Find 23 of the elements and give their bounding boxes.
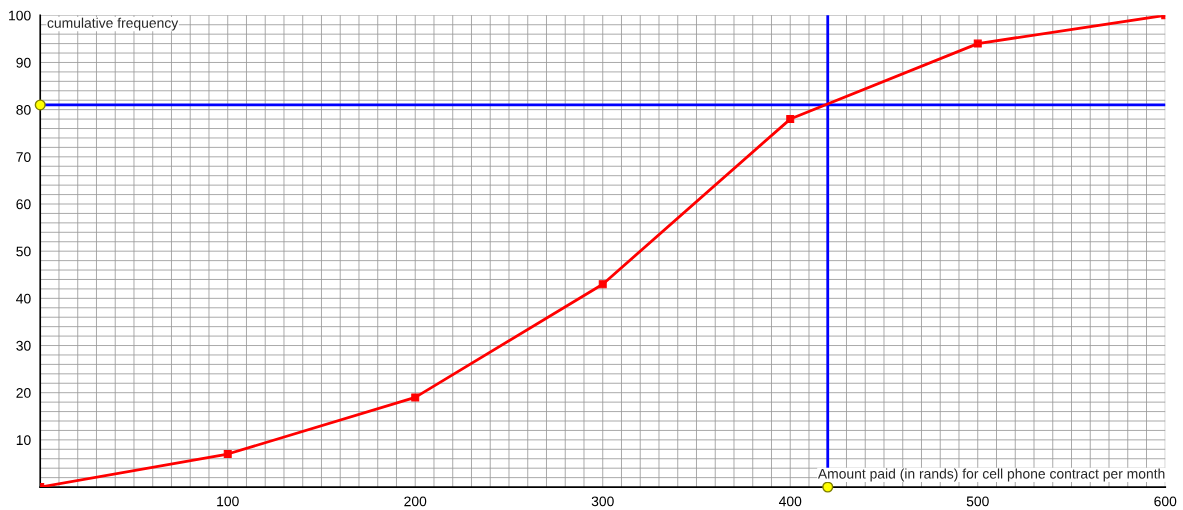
point: [411, 393, 420, 402]
x-axis-title: Amount paid (in rands) for cell phone contract per month: [817, 468, 1165, 482]
y-tick-label: 50: [16, 246, 31, 257]
y-tick-label: 100: [9, 10, 31, 21]
point: [786, 115, 795, 124]
point: [223, 450, 232, 459]
y-tick-label: 20: [16, 388, 31, 398]
y-tick-label: 90: [16, 57, 31, 68]
x-tick-label: 400: [778, 496, 802, 507]
x-tick-label: 300: [591, 496, 614, 507]
x-tick-label: 600: [1154, 496, 1177, 507]
y-tick-label: 40: [16, 293, 31, 304]
point: [598, 280, 607, 289]
y-tick-label: 60: [16, 199, 31, 210]
y-tick-label: 70: [16, 152, 31, 162]
x-tick-label: 500: [966, 496, 989, 507]
y-tick-label: 30: [16, 340, 31, 351]
y-tick-label: 80: [16, 104, 31, 115]
point: [973, 39, 982, 48]
y-tick-label: 10: [16, 435, 31, 446]
x-tick-label: 200: [404, 496, 427, 507]
y-axis-title: cumulative frequency: [47, 17, 179, 31]
x-tick-label: 100: [217, 496, 239, 507]
